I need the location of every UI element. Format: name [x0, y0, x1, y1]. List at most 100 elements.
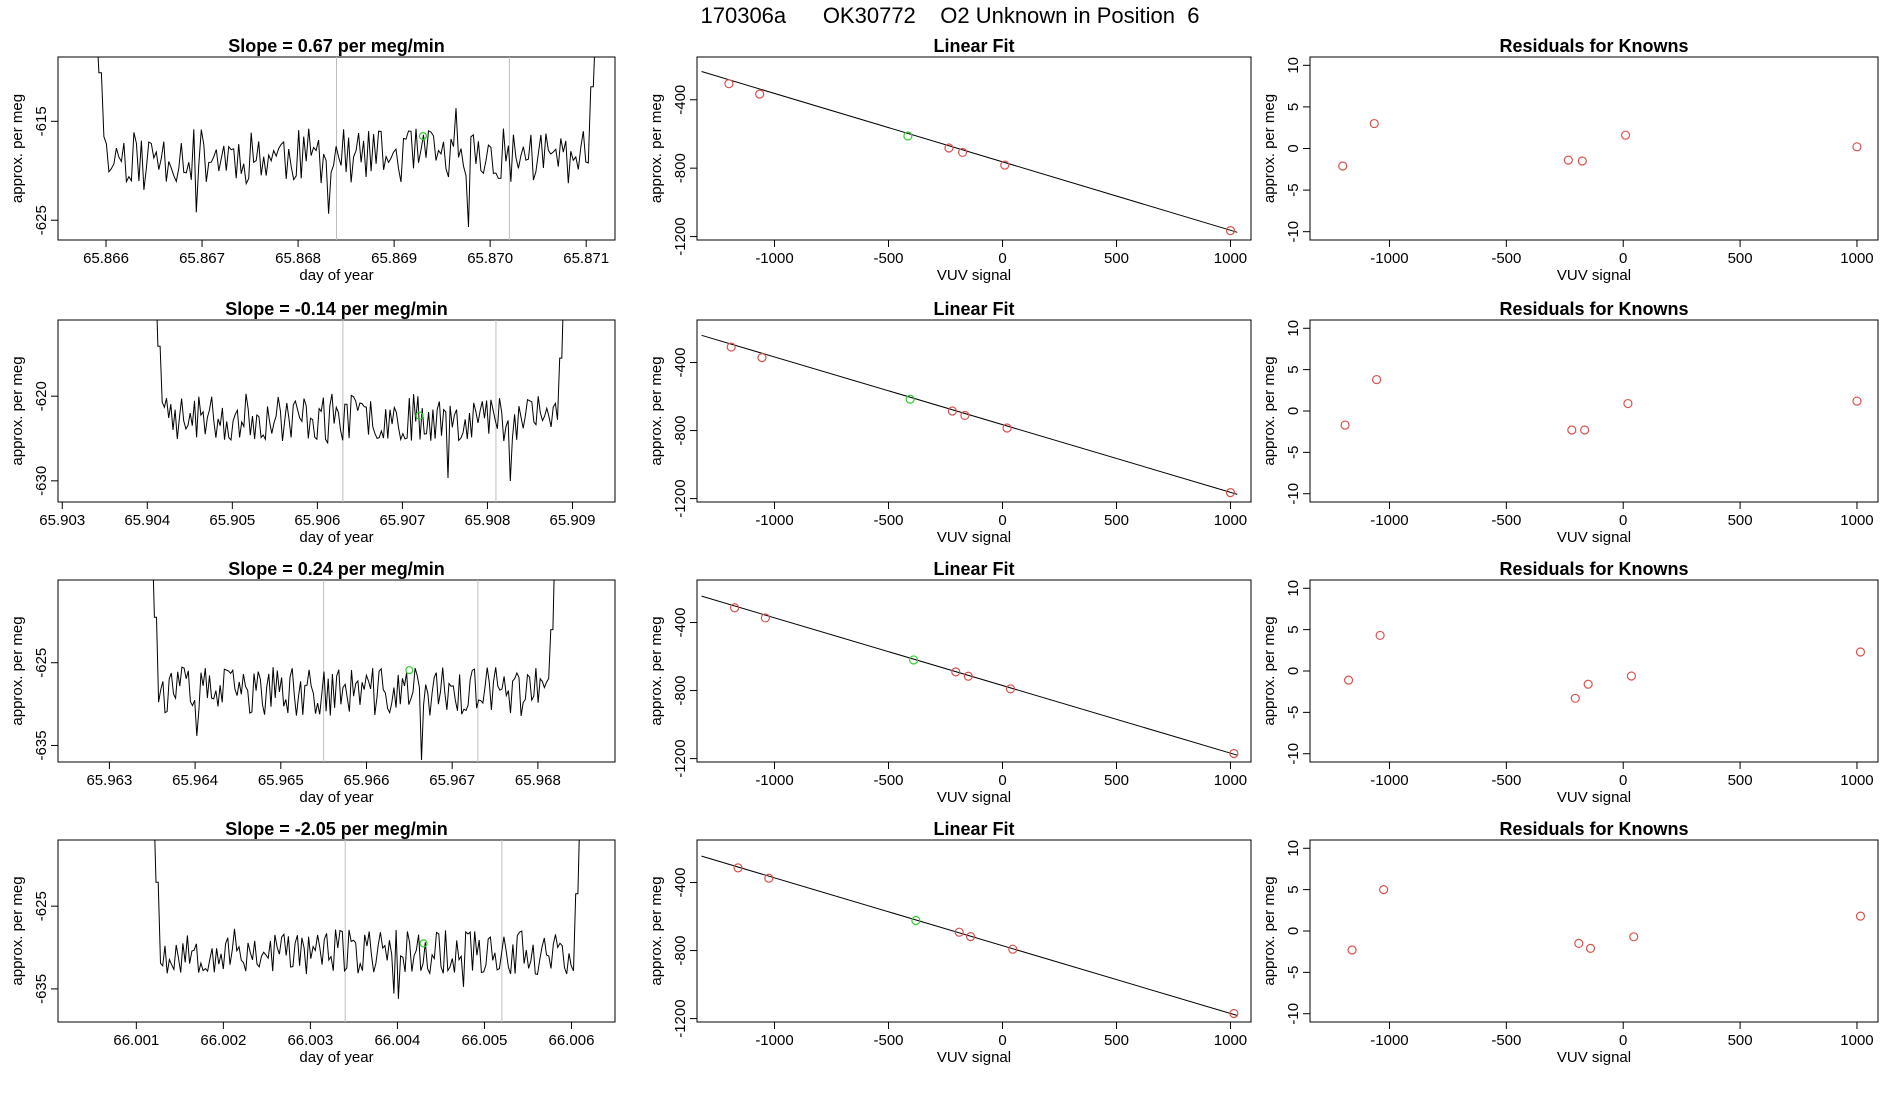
x-tick-label: 1000	[1214, 250, 1247, 267]
y-axis-label: approx. per meg	[9, 616, 26, 725]
x-tick-label: 65.909	[550, 512, 596, 529]
known-point	[1000, 160, 1010, 170]
signal-trace	[97, 57, 595, 228]
panel-3-1: Slope = 0.24 per meg/min 65.963 65.964 65.9…	[9, 559, 616, 806]
x-tick-label: 66.004	[374, 1032, 420, 1049]
panel-title: Linear Fit	[933, 819, 1014, 839]
panel-2-2: Linear Fit -1000 -500 0 500 1000 VUV signal -40…	[648, 299, 1252, 546]
x-tick-label: 65.867	[179, 250, 225, 267]
x-tick-label: -1000	[755, 512, 793, 529]
x-tick-label: 66.002	[200, 1032, 246, 1049]
y-tick-label: 0	[1285, 144, 1302, 152]
panel-title: Linear Fit	[933, 559, 1014, 579]
x-tick-label: -500	[1491, 772, 1521, 789]
known-point	[1340, 420, 1350, 430]
x-tick-label: -1000	[1370, 772, 1408, 789]
known-point	[947, 406, 957, 416]
y-tick-label: 10	[1285, 840, 1302, 857]
plot-frame	[696, 319, 1252, 503]
known-point	[1629, 932, 1639, 942]
plot-frame	[696, 56, 1252, 241]
x-tick-label: 65.907	[379, 512, 425, 529]
panel-title: Slope = 0.24 per meg/min	[228, 559, 445, 579]
x-axis-label: day of year	[299, 1049, 373, 1066]
y-tick-label: 10	[1285, 320, 1302, 337]
x-tick-label: 65.965	[258, 772, 304, 789]
panel-4-3: Residuals for Knowns -1000 -500 0 500 1000 VUV…	[1261, 819, 1879, 1066]
y-tick-label: -1200	[672, 217, 689, 255]
x-axis-label: day of year	[299, 267, 373, 284]
known-point	[1225, 488, 1236, 498]
plot-area	[701, 71, 1238, 236]
unknown-point	[908, 655, 919, 665]
x-tick-label: 65.906	[294, 512, 340, 529]
y-tick-label: -625	[33, 648, 50, 678]
x-tick-label: 65.904	[124, 512, 170, 529]
y-tick-label: -5	[1285, 966, 1302, 979]
plot-frame	[1309, 839, 1879, 1023]
panel-1-3: Residuals for Knowns -1000 -500 0 500 1000 VUV…	[1261, 36, 1879, 284]
x-tick-label: 500	[1728, 512, 1753, 529]
y-axis-label: approx. per meg	[648, 94, 665, 203]
signal-trace	[152, 580, 555, 761]
signal-trace	[154, 840, 580, 999]
y-tick-label: -400	[672, 85, 689, 115]
x-tick-label: -500	[873, 250, 903, 267]
x-tick-label: 65.866	[83, 250, 129, 267]
fit-line	[701, 855, 1238, 1017]
known-point	[960, 410, 970, 421]
x-tick-label: 65.869	[371, 250, 417, 267]
y-tick-label: 10	[1285, 57, 1302, 74]
x-tick-label: 500	[1728, 772, 1753, 789]
panel-3-2: Linear Fit -1000 -500 0 500 1000 VUV signal -40…	[648, 559, 1252, 806]
y-tick-label: -5	[1285, 446, 1302, 459]
x-tick-label: 1000	[1214, 1032, 1247, 1049]
unknown-marker	[418, 132, 428, 141]
plot-area	[1340, 374, 1862, 435]
y-axis-label: approx. per meg	[648, 876, 665, 985]
y-tick-label: -5	[1285, 183, 1302, 196]
x-tick-label: 1000	[1840, 250, 1873, 267]
x-tick-label: -500	[1491, 250, 1521, 267]
x-tick-label: -1000	[1370, 512, 1408, 529]
panel-title: Residuals for Knowns	[1499, 819, 1688, 839]
known-point	[1229, 1008, 1239, 1019]
known-point	[1852, 142, 1862, 152]
known-point	[1372, 374, 1382, 385]
panel-4-1: Slope = -2.05 per meg/min 66.001 66.002 66.…	[9, 819, 616, 1066]
x-tick-label: -500	[873, 1032, 903, 1049]
x-tick-label: -1000	[755, 250, 793, 267]
y-tick-label: -400	[672, 348, 689, 378]
x-tick-label: 1000	[1214, 512, 1247, 529]
known-point	[1570, 693, 1580, 703]
fit-line	[701, 71, 1238, 233]
y-tick-label: -10	[1285, 221, 1302, 243]
y-tick-label: -615	[33, 106, 50, 136]
x-tick-label: 0	[1619, 772, 1627, 789]
x-tick-label: 500	[1104, 250, 1129, 267]
fit-line	[701, 595, 1238, 756]
y-axis-label: approx. per meg	[648, 616, 665, 725]
known-point	[944, 143, 954, 153]
figure-title: 170306a OK30772 O2 Unknown in Position 6	[700, 3, 1200, 28]
plot-frame	[1309, 56, 1879, 241]
panel-title: Residuals for Knowns	[1499, 559, 1688, 579]
y-axis-label: approx. per meg	[9, 94, 26, 203]
known-point	[757, 352, 767, 363]
y-tick-label: 5	[1285, 365, 1302, 373]
x-tick-label: -1000	[755, 772, 793, 789]
x-tick-label: -1000	[755, 1032, 793, 1049]
x-tick-label: 0	[1619, 1032, 1627, 1049]
y-tick-label: 5	[1285, 103, 1302, 111]
y-tick-label: -630	[33, 466, 50, 496]
known-point	[1005, 684, 1016, 694]
x-tick-label: 0	[1619, 512, 1627, 529]
x-axis-label: VUV signal	[1557, 267, 1631, 284]
known-point	[1347, 945, 1357, 955]
known-point	[1852, 396, 1862, 406]
x-axis-label: day of year	[299, 529, 373, 546]
plot-area	[701, 595, 1239, 759]
known-point	[1375, 630, 1385, 641]
y-tick-label: 10	[1285, 580, 1302, 597]
